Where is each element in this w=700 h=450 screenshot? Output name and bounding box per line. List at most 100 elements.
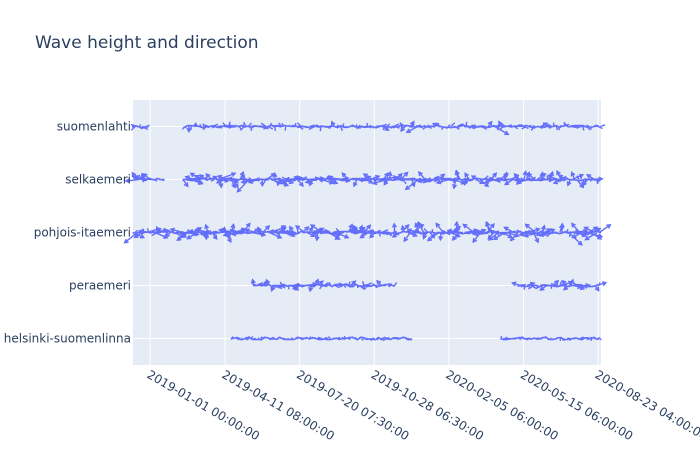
arrow-head [559, 222, 565, 228]
arrow-mark [407, 229, 422, 234]
arrow-mark [414, 231, 427, 235]
arrow-head [554, 279, 560, 285]
arrow-head [265, 278, 271, 285]
arrow-mark [201, 231, 222, 236]
arrow-mark [483, 175, 489, 180]
arrow-head [270, 286, 276, 293]
arrow-mark [518, 231, 523, 236]
arrow-mark [336, 283, 340, 287]
arrow-mark [591, 285, 594, 288]
arrow-head [276, 179, 283, 185]
arrow-head [254, 228, 261, 233]
arrow-head [269, 229, 275, 235]
arrow-mark [464, 178, 472, 183]
arrow-mark [564, 175, 569, 180]
arrow-head [341, 172, 347, 178]
arrow-mark [388, 284, 391, 288]
arrow-mark [541, 284, 549, 287]
arrow-head [319, 176, 325, 182]
arrow-mark [224, 124, 231, 128]
arrow-head [240, 179, 246, 185]
arrow-mark [558, 176, 566, 181]
arrow-head [245, 222, 251, 228]
arrow-head [562, 285, 569, 291]
arrow-head [503, 226, 509, 232]
arrow-mark [502, 125, 511, 128]
series-selkaemeri [124, 169, 604, 193]
arrow-mark [499, 125, 504, 131]
arrow-mark [309, 336, 312, 339]
arrow-head [284, 176, 290, 182]
arrow-head [280, 224, 286, 230]
arrow-head [422, 234, 428, 240]
arrow-mark [361, 125, 370, 128]
arrow-head [318, 280, 324, 286]
arrow-mark [351, 229, 367, 234]
arrow-mark [520, 336, 524, 340]
arrow-mark [327, 336, 331, 340]
arrow-head [414, 222, 420, 228]
arrow-mark [351, 177, 360, 181]
arrow-head [212, 175, 218, 181]
arrow-head [481, 228, 487, 234]
arrow-head [218, 183, 224, 189]
arrow-mark [296, 122, 302, 127]
arrow-mark [347, 337, 351, 341]
arrow-head [376, 279, 382, 285]
y-tick-label: peraemeri [69, 279, 131, 293]
arrow-mark [278, 284, 288, 288]
arrow-mark [278, 122, 282, 127]
arrow-head [549, 170, 555, 177]
arrow-mark [504, 226, 514, 234]
arrow-mark [376, 338, 379, 341]
arrow-mark [138, 124, 142, 127]
y-tick-label: suomenlahti [57, 120, 131, 134]
arrow-mark [352, 283, 356, 287]
arrow-head [593, 226, 599, 232]
arrow-mark [402, 179, 407, 185]
arrow-mark [565, 228, 569, 233]
arrow-mark [134, 229, 138, 234]
arrow-mark [217, 175, 228, 181]
arrow-mark [220, 126, 223, 129]
arrow-mark [376, 337, 380, 340]
arrow-mark [341, 178, 347, 182]
arrow-head [186, 127, 192, 134]
arrow-mark [552, 338, 555, 340]
arrow-mark [247, 122, 253, 127]
arrow-mark [319, 126, 322, 132]
arrow-mark [189, 230, 202, 234]
arrow-head [513, 173, 519, 179]
arrow-head [492, 172, 498, 178]
arrow-head [556, 170, 561, 176]
arrow-mark [358, 337, 361, 340]
arrow-mark [518, 125, 522, 128]
arrow-mark [281, 122, 285, 127]
arrow-head [277, 234, 283, 239]
arrow-head [240, 173, 246, 179]
arrow-head [330, 120, 336, 126]
arrow-head [435, 179, 442, 185]
arrow-head [552, 179, 559, 185]
arrow-mark [351, 336, 354, 339]
arrow-mark [170, 228, 184, 234]
arrow-head [538, 232, 545, 238]
arrow-mark [504, 178, 514, 185]
arrow-head [362, 173, 368, 178]
arrow-mark [306, 283, 317, 287]
arrow-head [203, 234, 209, 241]
arrow-mark [516, 229, 521, 234]
arrow-head [231, 172, 237, 177]
arrow-head [524, 223, 530, 229]
arrow-mark [373, 125, 379, 129]
arrow-mark [279, 336, 282, 339]
arrow-mark [125, 178, 139, 182]
arrow-mark [308, 125, 315, 131]
arrow-mark [245, 337, 250, 341]
arrow-head [217, 227, 224, 233]
arrow-head [309, 224, 316, 230]
arrow-head [194, 227, 200, 233]
arrow-head [535, 227, 541, 233]
arrow-mark [382, 126, 386, 131]
arrow-head [131, 171, 137, 177]
